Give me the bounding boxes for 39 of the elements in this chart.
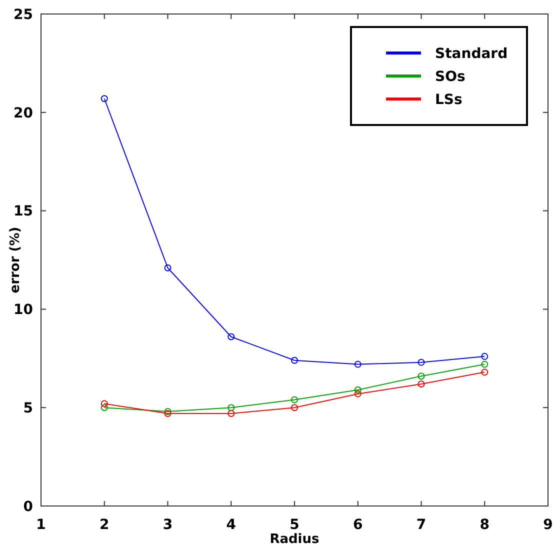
x-tick-label: 3 (162, 517, 173, 533)
point (291, 404, 298, 412)
point (228, 333, 235, 340)
y-tick-label: 20 (14, 105, 34, 122)
point (418, 358, 425, 366)
point (481, 360, 488, 368)
x-tick-label: 6 (353, 517, 363, 533)
y-tick-label: 5 (23, 400, 33, 416)
y-tick-label: 25 (14, 6, 33, 23)
x-tick-label: 7 (416, 517, 426, 533)
x-tick-label: 5 (290, 517, 300, 533)
point (100, 95, 108, 102)
point (291, 356, 298, 364)
x-tick-label: 8 (480, 517, 490, 533)
point (354, 360, 362, 368)
point (100, 400, 108, 408)
x-tick-label: 4 (226, 517, 236, 533)
point (481, 368, 488, 376)
point (228, 410, 235, 418)
point (481, 352, 488, 360)
x-axis-title: Radius (270, 532, 320, 547)
legend-label: Standard (435, 46, 508, 62)
point (418, 380, 425, 388)
legend-label: SOs (435, 68, 466, 85)
point (100, 404, 108, 412)
x-tick-label: 2 (100, 517, 110, 533)
y-axis-title: error (%) (8, 226, 23, 294)
point (354, 390, 362, 398)
x-tick-label: 9 (543, 517, 553, 533)
y-tick-label: 15 (14, 204, 33, 220)
x-tick-label: 1 (36, 517, 46, 533)
y-tick-label: 10 (14, 302, 34, 318)
legend-label: LSs (435, 92, 462, 108)
y-tick-label: 0 (23, 498, 34, 515)
point (418, 372, 425, 380)
point (291, 396, 298, 404)
point (228, 404, 235, 412)
point (164, 264, 172, 272)
point (354, 386, 362, 394)
